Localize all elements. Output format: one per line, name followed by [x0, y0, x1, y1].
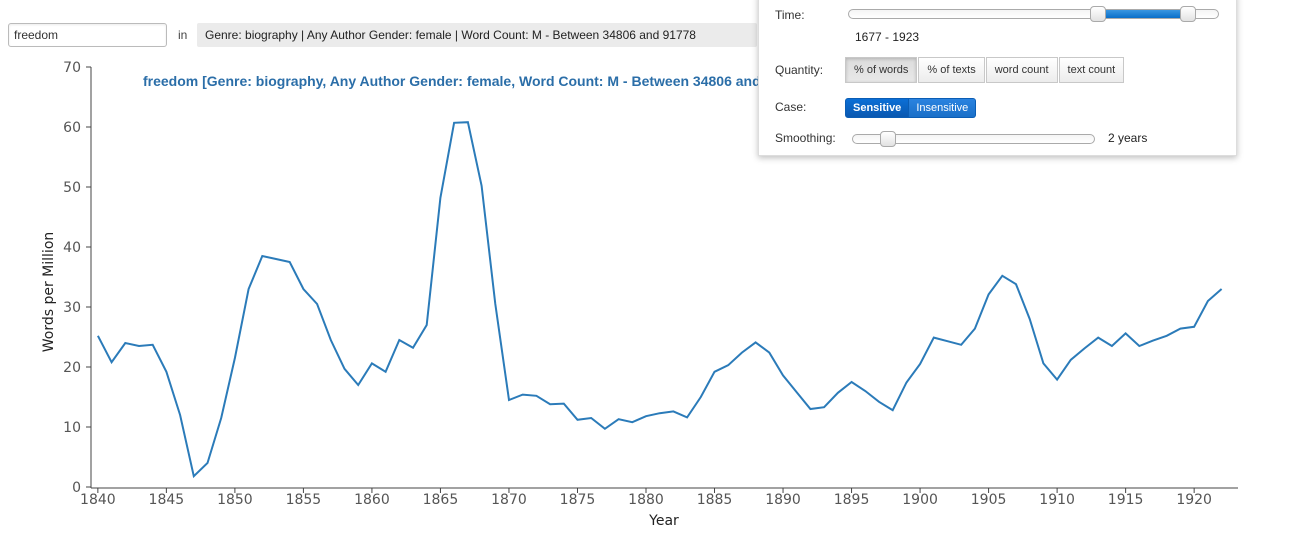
smoothing-slider-handle[interactable]: [880, 131, 896, 147]
smoothing-slider[interactable]: [852, 131, 1095, 147]
x-tick-label: 1880: [628, 492, 664, 508]
x-tick-label: 1845: [149, 492, 185, 508]
x-tick-label: 1890: [765, 492, 801, 508]
time-slider[interactable]: [848, 6, 1219, 22]
case-button-group: Sensitive Insensitive: [845, 98, 977, 118]
y-axis: 0 10 20 30 40 50 60 70: [63, 60, 92, 496]
quantity-percent-words-button[interactable]: % of words: [845, 57, 918, 83]
x-tick-label: 1910: [1039, 492, 1075, 508]
x-axis-label: Year: [648, 513, 679, 529]
x-tick-label: 1875: [560, 492, 596, 508]
quantity-percent-texts-button[interactable]: % of texts: [918, 57, 985, 83]
y-tick-label: 40: [63, 240, 81, 256]
x-tick-label: 1915: [1108, 492, 1144, 508]
controls-panel: Time: 1677 - 1923 Quantity: % of words %…: [758, 0, 1237, 156]
y-tick-label: 70: [63, 60, 81, 76]
x-tick-label: 1900: [902, 492, 938, 508]
x-tick-label: 1870: [491, 492, 527, 508]
y-tick-label: 0: [72, 480, 81, 496]
x-tick-label: 1850: [217, 492, 253, 508]
y-tick-label: 60: [63, 120, 81, 136]
x-tick-label: 1885: [697, 492, 733, 508]
x-tick-label: 1920: [1176, 492, 1212, 508]
time-slider-start-handle[interactable]: [1090, 6, 1106, 22]
chart-title: freedom [Genre: biography, Any Author Ge…: [143, 73, 808, 89]
y-tick-label: 20: [63, 360, 81, 376]
quantity-label: Quantity:: [775, 63, 824, 77]
smoothing-label: Smoothing:: [775, 131, 836, 145]
search-input[interactable]: [8, 23, 167, 47]
x-tick-label: 1855: [286, 492, 322, 508]
case-insensitive-button[interactable]: Insensitive: [909, 98, 977, 118]
y-tick-label: 30: [63, 300, 81, 316]
y-tick-label: 10: [63, 420, 81, 436]
x-tick-label: 1895: [834, 492, 870, 508]
series-line: [97, 121, 1223, 479]
x-axis: 1840 1845 1850 1855 1860 1865 1870 1875 1880 1885…: [80, 487, 1238, 508]
time-slider-range: [1098, 10, 1188, 18]
in-label: in: [178, 28, 188, 42]
y-tick-label: 50: [63, 180, 81, 196]
filter-description-box[interactable]: Genre: biography | Any Author Gender: fe…: [197, 23, 757, 47]
x-tick-label: 1905: [971, 492, 1007, 508]
time-label: Time:: [775, 8, 805, 22]
y-axis-label: Words per Million: [41, 232, 57, 353]
case-label: Case:: [775, 100, 807, 114]
quantity-button-group: % of words % of texts word count text co…: [845, 57, 1125, 83]
time-range-value: 1677 - 1923: [855, 30, 920, 44]
x-tick-label: 1840: [80, 492, 116, 508]
smoothing-value: 2 years: [1108, 131, 1148, 145]
x-tick-label: 1860: [354, 492, 390, 508]
quantity-word-count-button[interactable]: word count: [985, 57, 1058, 83]
quantity-text-count-button[interactable]: text count: [1058, 57, 1125, 83]
x-tick-label: 1865: [423, 492, 459, 508]
time-slider-end-handle[interactable]: [1180, 6, 1196, 22]
case-sensitive-button[interactable]: Sensitive: [845, 98, 910, 118]
